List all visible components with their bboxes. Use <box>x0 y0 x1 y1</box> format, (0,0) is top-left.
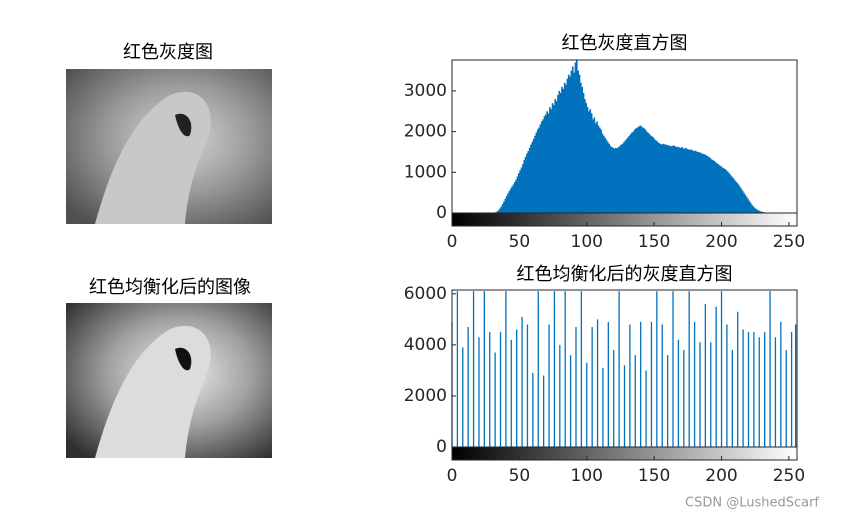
gray-bar <box>452 447 797 460</box>
image-title: 红色灰度图 <box>123 42 213 63</box>
watermark: CSDN @LushedScarf <box>685 496 819 511</box>
x-tick-label: 0 <box>447 232 458 252</box>
y-tick-label: 4000 <box>404 335 447 355</box>
x-tick-label: 200 <box>705 232 737 252</box>
y-tick-label: 0 <box>436 203 447 223</box>
x-tick-label: 250 <box>773 466 805 486</box>
y-tick-label: 0 <box>436 437 447 457</box>
image-title: 红色均衡化后的图像 <box>89 277 251 298</box>
image <box>66 69 272 224</box>
x-tick-label: 50 <box>509 232 531 252</box>
y-tick-label: 2000 <box>404 386 447 406</box>
x-tick-label: 0 <box>447 466 458 486</box>
x-tick-label: 100 <box>571 232 603 252</box>
image <box>66 303 272 458</box>
x-tick-label: 150 <box>638 466 670 486</box>
y-tick-label: 6000 <box>404 284 447 304</box>
x-tick-label: 100 <box>571 466 603 486</box>
y-tick-label: 3000 <box>404 81 447 101</box>
x-tick-label: 150 <box>638 232 670 252</box>
x-tick-label: 50 <box>509 466 531 486</box>
y-tick-label: 1000 <box>404 162 447 182</box>
chart-title: 红色均衡化后的灰度直方图 <box>517 264 733 285</box>
chart-title: 红色灰度直方图 <box>562 33 688 54</box>
x-tick-label: 200 <box>705 466 737 486</box>
y-tick-label: 2000 <box>404 122 447 142</box>
x-tick-label: 250 <box>773 232 805 252</box>
gray-bar <box>452 213 797 226</box>
